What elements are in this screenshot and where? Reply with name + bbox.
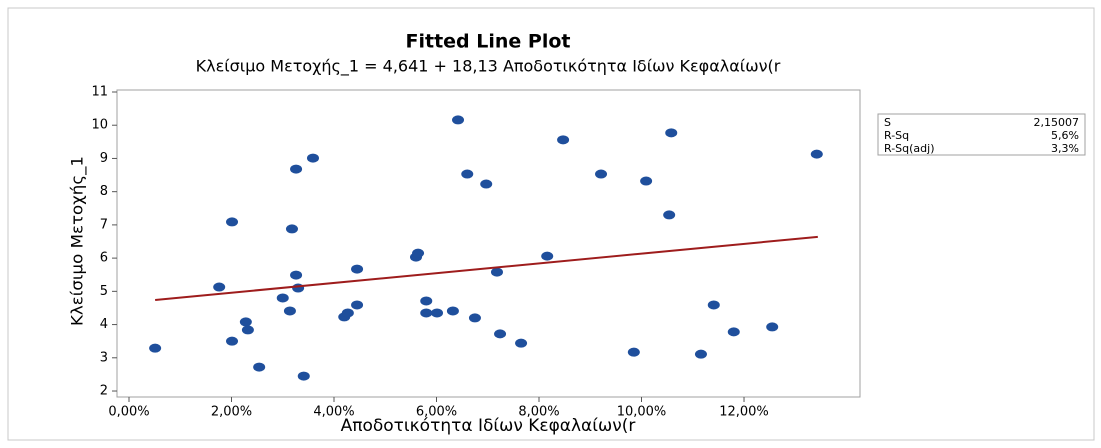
point xyxy=(810,149,823,159)
y-axis-label: Κλείσιμο Μετοχής_1 xyxy=(68,156,88,326)
point xyxy=(283,306,296,316)
y-tick-label: 2 xyxy=(100,384,108,399)
stats-box xyxy=(877,113,1086,156)
point xyxy=(431,308,444,318)
subtitle: Κλείσιμο Μετοχής_1 = 4,641 + 18,13 Αποδο… xyxy=(196,57,781,77)
point xyxy=(239,317,252,327)
point xyxy=(557,135,570,145)
x-tick-label: 6,00% xyxy=(416,405,457,420)
point xyxy=(665,128,678,138)
plot-area xyxy=(116,89,861,398)
y-tick-label: 6 xyxy=(100,251,108,266)
stat-value: 2,15007 xyxy=(1034,116,1080,129)
x-tick-label: 4,00% xyxy=(313,405,354,420)
point xyxy=(253,362,266,372)
point xyxy=(351,264,364,274)
fit-line xyxy=(155,235,818,301)
point xyxy=(663,210,676,220)
x-tick-label: 2,00% xyxy=(211,405,252,420)
point xyxy=(766,322,779,332)
x-tick-label: 10,00% xyxy=(617,405,667,420)
y-tick-label: 8 xyxy=(100,184,108,199)
point xyxy=(627,347,640,357)
x-tick-label: 12,00% xyxy=(719,405,769,420)
point xyxy=(226,217,239,227)
point xyxy=(480,179,493,189)
point xyxy=(494,329,507,339)
point xyxy=(640,176,653,186)
x-tick-label: 8,00% xyxy=(518,405,559,420)
point xyxy=(420,296,433,306)
point xyxy=(290,164,303,174)
point xyxy=(226,336,239,346)
point xyxy=(276,293,289,303)
stat-label: S xyxy=(884,116,891,129)
point xyxy=(297,371,310,381)
x-tick-label: 0,00% xyxy=(108,405,149,420)
point xyxy=(149,343,162,353)
point xyxy=(351,300,364,310)
point xyxy=(290,270,303,280)
y-tick-label: 10 xyxy=(91,118,108,133)
y-tick-label: 11 xyxy=(91,84,108,99)
point xyxy=(412,248,425,258)
y-tick-label: 3 xyxy=(100,350,108,365)
point xyxy=(727,327,740,337)
stat-value: 5,6% xyxy=(1051,129,1079,142)
stat-value: 3,3% xyxy=(1051,142,1079,155)
stat-label: R-Sq xyxy=(884,129,909,142)
x-axis-label: Αποδοτικότητα Ιδίων Κεφαλαίων(r xyxy=(341,416,636,436)
point xyxy=(241,325,254,335)
point xyxy=(420,308,433,318)
point xyxy=(541,251,554,261)
point xyxy=(490,267,503,277)
y-tick-label: 4 xyxy=(100,317,108,332)
point xyxy=(452,115,465,125)
point xyxy=(306,153,319,163)
point xyxy=(468,313,481,323)
y-tick-label: 7 xyxy=(100,217,108,232)
point xyxy=(341,308,354,318)
stat-label: R-Sq(adj) xyxy=(884,142,935,155)
point xyxy=(707,300,720,310)
y-tick-label: 9 xyxy=(100,151,108,166)
point xyxy=(285,224,298,234)
point xyxy=(694,349,707,359)
point xyxy=(446,306,459,316)
point xyxy=(213,282,226,292)
point xyxy=(292,283,305,293)
point xyxy=(515,338,528,348)
point xyxy=(595,169,608,179)
point xyxy=(461,169,474,179)
chart-title: Fitted Line Plot xyxy=(406,31,571,53)
y-tick-label: 5 xyxy=(100,284,108,299)
